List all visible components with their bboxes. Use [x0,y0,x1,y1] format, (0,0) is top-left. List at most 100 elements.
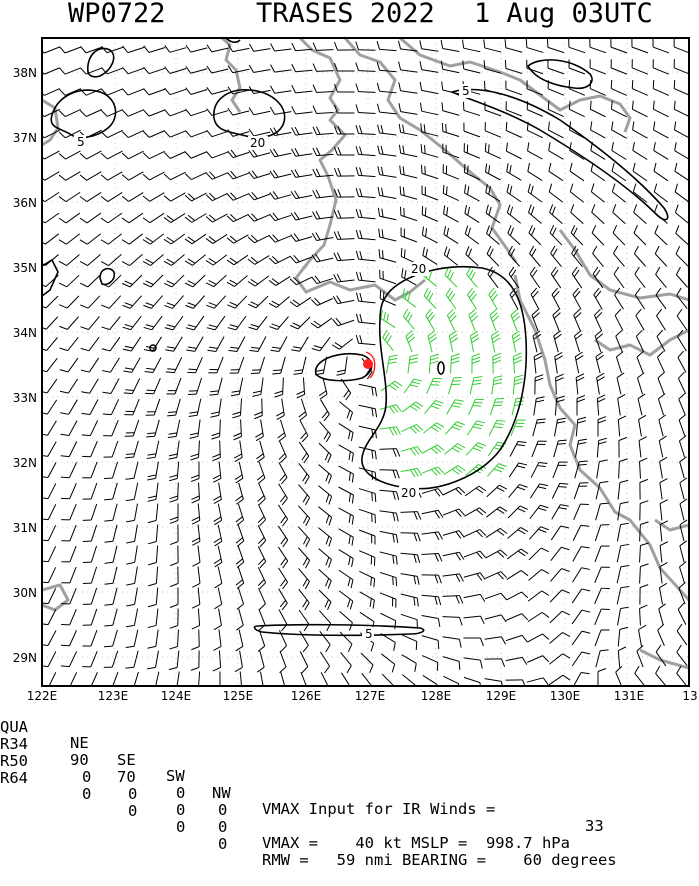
wind-barb-feather [654,163,656,171]
wind-barb [133,420,139,436]
wind-barb [422,467,438,473]
wind-barb [87,192,101,201]
wind-barb-feather [676,225,679,233]
wind-barb-feather [371,643,374,651]
wind-barb [128,110,144,117]
wind-barb-feather [393,449,396,457]
wind-barb [660,546,662,563]
wind-barb-feather [274,149,279,156]
wind-barb [48,483,56,498]
wind-barb-feather [421,144,422,153]
wind-barb-feather [515,401,523,402]
wind-barb-feather [101,240,108,244]
wind-barb-feather [557,443,566,444]
wind-barb-feather [164,152,170,158]
wind-barb [486,528,500,537]
wind-barb [90,379,99,394]
wind-barb [258,504,265,519]
wind-barb-feather [551,246,555,253]
wind-barb [194,316,204,330]
wind-barb-feather [473,427,481,429]
wind-barb [111,399,118,414]
wind-barb-feather [506,122,507,131]
wind-barb [404,379,414,393]
wind-barb [551,526,561,540]
wind-barb-feather [452,427,460,430]
wind-barb-feather [82,435,91,436]
wind-barb-feather [434,425,441,429]
wind-barb [465,486,479,496]
wind-barb-feather [654,142,656,150]
wind-barb [658,399,663,415]
wind-barb-feather [360,314,362,322]
wind-barb-feather [122,196,129,201]
wind-barb-feather [378,187,380,195]
wind-barb-feather [170,499,178,502]
wind-barb [597,441,598,458]
wind-barb-feather [214,625,221,629]
wind-barb-feather [185,152,191,158]
wind-barb-feather [657,309,662,316]
wind-barb-feather [372,450,373,458]
wind-barb [380,490,397,491]
wind-barb-feather [272,347,280,348]
wind-barb [340,611,353,622]
wind-barb [151,275,163,287]
wind-barb-feather [228,328,236,330]
wind-barb-feather [105,583,113,584]
wind-barb-feather [600,482,608,483]
wind-barb-feather [347,410,350,418]
wind-barb-feather [521,549,528,554]
wind-barb-feather [248,282,255,287]
wind-barb [47,358,57,371]
wind-barb-feather [143,240,150,245]
wind-barb [632,47,648,53]
wind-barb [656,295,666,309]
wind-barb [464,131,480,137]
wind-barb [359,238,376,240]
wind-barb-feather [170,517,178,520]
wind-barb-feather [316,211,320,219]
wind-barb [359,175,376,176]
wind-barb [660,462,663,479]
wind-barb-feather [144,327,152,329]
wind-barb [422,173,438,178]
wind-barb [401,594,418,598]
wind-barb [640,546,641,563]
wind-barb [319,443,331,455]
wind-barb-feather [430,358,438,360]
wind-barb [660,483,662,500]
wind-barb [401,174,418,178]
wind-barb [528,151,543,159]
wind-barb-feather [435,554,438,562]
wind-barb [131,316,141,329]
wind-barb-feather [658,624,664,630]
wind-barb-feather [233,433,241,436]
wind-barb-feather [230,302,238,305]
wind-barb-feather [356,188,358,196]
wind-barb-feather [123,327,131,330]
wind-barb [549,654,562,664]
wind-barb [675,192,689,202]
lat-label: 37N [13,131,37,145]
wind-barb [128,89,144,95]
wind-barb-feather [125,368,133,369]
wind-barb [422,194,438,200]
wind-barb [149,110,165,116]
wind-barb [402,402,416,412]
wind-barb [528,171,542,180]
wind-barb [572,610,582,624]
wind-barb-feather [192,538,200,542]
wind-barb [191,69,207,74]
wind-barb-feather [375,388,376,396]
wind-barb [196,357,203,373]
wind-barb-feather [102,392,110,393]
wind-barb-feather [402,268,403,276]
wind-barb-feather [493,353,501,356]
wind-barb [318,318,332,328]
wind-barb-feather [60,413,68,415]
wind-barb-feather [40,644,48,645]
wind-barb-feather [101,218,108,223]
wind-barb-feather [465,205,467,213]
wind-barb [443,637,460,640]
